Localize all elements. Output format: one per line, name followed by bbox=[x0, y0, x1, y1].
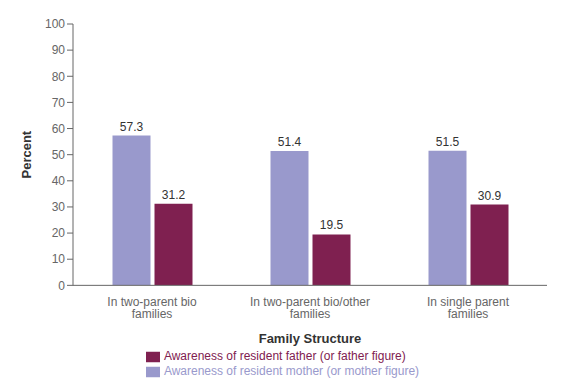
svg-text:In two-parent biofamilies: In two-parent biofamilies bbox=[107, 295, 197, 321]
svg-text:10: 10 bbox=[52, 252, 66, 266]
svg-text:30: 30 bbox=[52, 200, 66, 214]
svg-text:31.2: 31.2 bbox=[162, 188, 186, 202]
svg-text:19.5: 19.5 bbox=[320, 218, 344, 232]
svg-text:51.4: 51.4 bbox=[278, 135, 302, 149]
svg-text:90: 90 bbox=[52, 43, 66, 57]
svg-text:50: 50 bbox=[52, 148, 66, 162]
svg-text:In two-parent bio/otherfamilie: In two-parent bio/otherfamilies bbox=[250, 295, 370, 321]
svg-text:Family Structure: Family Structure bbox=[259, 331, 362, 346]
svg-text:51.5: 51.5 bbox=[436, 135, 460, 149]
svg-text:70: 70 bbox=[52, 96, 66, 110]
html-text:Awareness of resident father (: Awareness of resident father (or father … bbox=[163, 349, 406, 364]
svg-text:30.9: 30.9 bbox=[478, 189, 502, 203]
svg-text:In single parentfamilies: In single parentfamilies bbox=[427, 295, 510, 321]
svg-text:100: 100 bbox=[45, 17, 65, 31]
svg-text:40: 40 bbox=[52, 174, 66, 188]
svg-text:0: 0 bbox=[58, 279, 65, 293]
svg-text:57.3: 57.3 bbox=[120, 120, 144, 134]
svg-text:Percent: Percent bbox=[19, 130, 34, 178]
html-text:Awareness of resident mother (: Awareness of resident mother (or mother … bbox=[163, 364, 420, 379]
svg-text:20: 20 bbox=[52, 226, 66, 240]
svg-text:80: 80 bbox=[52, 70, 66, 84]
svg-text:60: 60 bbox=[52, 122, 66, 136]
